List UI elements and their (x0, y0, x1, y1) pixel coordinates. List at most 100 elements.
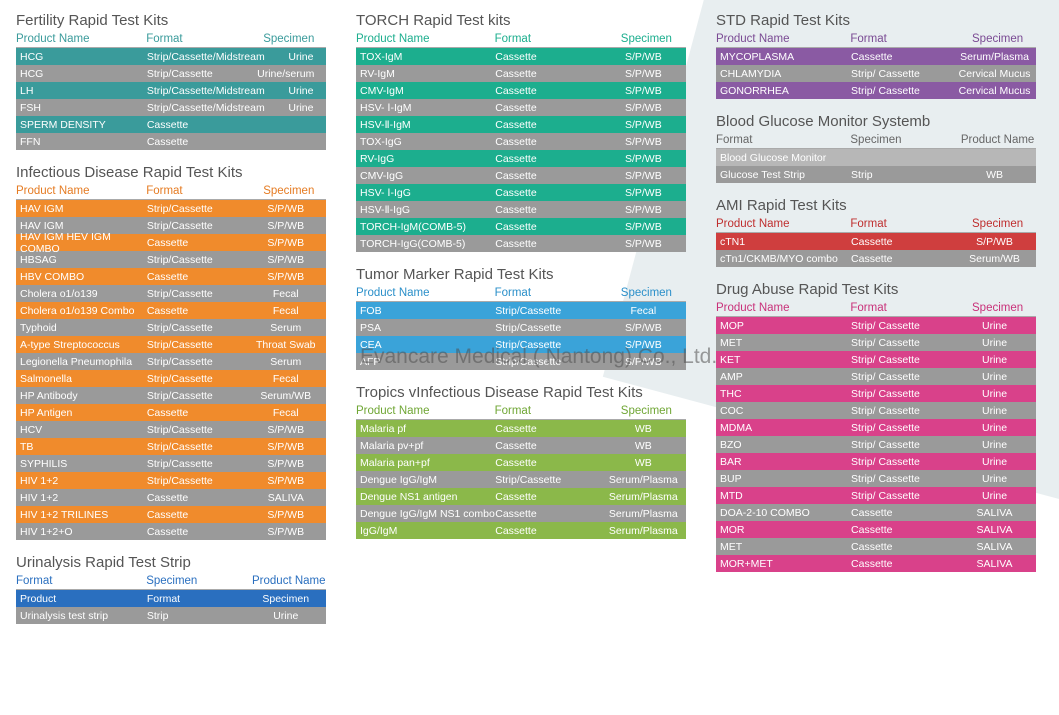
header-cell: Specimen (959, 302, 1036, 314)
cell-format: Strip/Cassette (147, 475, 250, 487)
cell-specimen: S/P/WB (605, 339, 682, 351)
cell-specimen: Urine (957, 320, 1032, 332)
table-row: DOA-2-10 COMBOCassetteSALIVA (716, 504, 1036, 521)
cell-format: Strip/Cassette (147, 68, 250, 80)
cell-product: MTD (720, 490, 851, 502)
cell-specimen: SALIVA (957, 558, 1032, 570)
section-urinalysis: Urinalysis Rapid Test StripFormatSpecime… (16, 554, 326, 624)
cell-specimen: S/P/WB (605, 187, 682, 199)
cell-product: cTN1 (720, 236, 851, 248)
cell-specimen: S/P/WB (605, 204, 682, 216)
table-row: HCGStrip/Cassette/MidstreamUrine (16, 48, 326, 65)
cell-product: Legionella Pneumophila (20, 356, 147, 368)
cell-product: Cholera o1/o139 Combo (20, 305, 147, 317)
table-row: TORCH-IgG(COMB-5)CassetteS/P/WB (356, 235, 686, 252)
table-header: Product NameFormatSpecimen (16, 183, 326, 200)
table-row: MORCassetteSALIVA (716, 521, 1036, 538)
table-row: CMV-IgGCassetteS/P/WB (356, 167, 686, 184)
table-row: A-type StreptococcusStrip/CassetteThroat… (16, 336, 326, 353)
section-tumor: Tumor Marker Rapid Test KitsProduct Name… (356, 266, 686, 370)
table-row: METStrip/ CassetteUrine (716, 334, 1036, 351)
cell-specimen: Fecal (250, 407, 322, 419)
cell-product: HSV- Ⅰ-IgM (360, 102, 495, 114)
cell-format: Strip/Cassette (147, 356, 250, 368)
cell-format: Cassette (851, 558, 957, 570)
header-cell: Specimen (959, 33, 1036, 45)
cell-product: SPERM DENSITY (20, 119, 147, 131)
table-header: Product NameFormatSpecimen (356, 31, 686, 48)
table-row: HCGStrip/CassetteUrine/serum (16, 65, 326, 82)
cell-product: CEA (360, 339, 495, 351)
header-cell: Format (495, 33, 607, 45)
cell-specimen: Fecal (250, 288, 322, 300)
cell-format: Cassette (495, 68, 604, 80)
cell-specimen: Fecal (250, 305, 322, 317)
header-cell: Product Name (356, 33, 495, 45)
section-std: STD Rapid Test KitsProduct NameFormatSpe… (716, 12, 1036, 99)
section-title: Blood Glucose Monitor Systemb (716, 113, 1036, 130)
cell-product: HP Antigen (20, 407, 147, 419)
header-cell: Format (850, 302, 959, 314)
cell-specimen: Urine (957, 388, 1032, 400)
table-row: METCassetteSALIVA (716, 538, 1036, 555)
header-cell: Product Name (252, 575, 326, 587)
table-row: MOPStrip/ CassetteUrine (716, 317, 1036, 334)
cell-specimen: S/P/WB (605, 102, 682, 114)
header-cell: Format (146, 33, 251, 45)
cell-product: THC (720, 388, 851, 400)
table-header: Product NameFormatSpecimen (356, 403, 686, 420)
cell-format: Strip/Cassette (495, 474, 604, 486)
cell-product: HAV IGM (20, 203, 147, 215)
cell-product: AMP (720, 371, 851, 383)
cell-format: Cassette (495, 221, 604, 233)
cell-specimen: Urine (957, 456, 1032, 468)
cell-specimen: Urine (957, 405, 1032, 417)
table-row: Malaria pan+pfCassetteWB (356, 454, 686, 471)
cell-product: MDMA (720, 422, 851, 434)
header-cell: Specimen (252, 33, 326, 45)
cell-specimen: Urine (957, 337, 1032, 349)
cell-specimen: Urine (265, 102, 337, 114)
cell-product: HIV 1+2 (20, 475, 147, 487)
cell-format: Strip/Cassette (147, 441, 250, 453)
cell-specimen: S/P/WB (250, 509, 322, 521)
table-row: AMPStrip/ CassetteUrine (716, 368, 1036, 385)
cell-specimen: S/P/WB (250, 475, 322, 487)
table-row: Cholera o1/o139 ComboCassetteFecal (16, 302, 326, 319)
table-row: RV-IgGCassetteS/P/WB (356, 150, 686, 167)
cell-format: Strip/ Cassette (851, 439, 957, 451)
cell-product: MET (720, 337, 851, 349)
table-row: SalmonellaStrip/CassetteFecal (16, 370, 326, 387)
cell-specimen: S/P/WB (250, 220, 322, 232)
cell-format: Strip/ Cassette (851, 405, 957, 417)
cell-product: Malaria pan+pf (360, 457, 495, 469)
cell-format: Cassette (495, 508, 604, 520)
cell-specimen: Urine (250, 610, 322, 622)
table-header: Product NameFormatSpecimen (16, 31, 326, 48)
table-row: BUPStrip/ CassetteUrine (716, 470, 1036, 487)
cell-specimen: WB (605, 440, 682, 452)
table-header: FormatSpecimenProduct Name (716, 132, 1036, 149)
column-3: STD Rapid Test KitsProduct NameFormatSpe… (716, 12, 1036, 638)
cell-specimen: S/P/WB (250, 237, 322, 249)
cell-format: Cassette (851, 541, 957, 553)
table-row: MTDStrip/ CassetteUrine (716, 487, 1036, 504)
cell-format: Cassette (495, 457, 604, 469)
section-title: Drug Abuse Rapid Test Kits (716, 281, 1036, 298)
cell-format: Strip/Cassette (147, 203, 250, 215)
cell-product: CHLAMYDIA (720, 68, 851, 80)
table-row: Malaria pfCassetteWB (356, 420, 686, 437)
table-row: MOR+METCassetteSALIVA (716, 555, 1036, 572)
cell-specimen: S/P/WB (605, 51, 682, 63)
table-row: HSV- Ⅰ-IgGCassetteS/P/WB (356, 184, 686, 201)
header-cell: Product Name (716, 302, 850, 314)
cell-product: HP Antibody (20, 390, 147, 402)
section-glucose: Blood Glucose Monitor Systemb FormatSpeci… (716, 113, 1036, 183)
cell-product: A-type Streptococcus (20, 339, 147, 351)
cell-product: Salmonella (20, 373, 147, 385)
cell-product: KET (720, 354, 851, 366)
table-row: RV-IgMCassetteS/P/WB (356, 65, 686, 82)
cell-specimen: Urine/serum (250, 68, 322, 80)
cell-format: Cassette (147, 305, 250, 317)
cell-format: Strip/Cassette (147, 254, 250, 266)
